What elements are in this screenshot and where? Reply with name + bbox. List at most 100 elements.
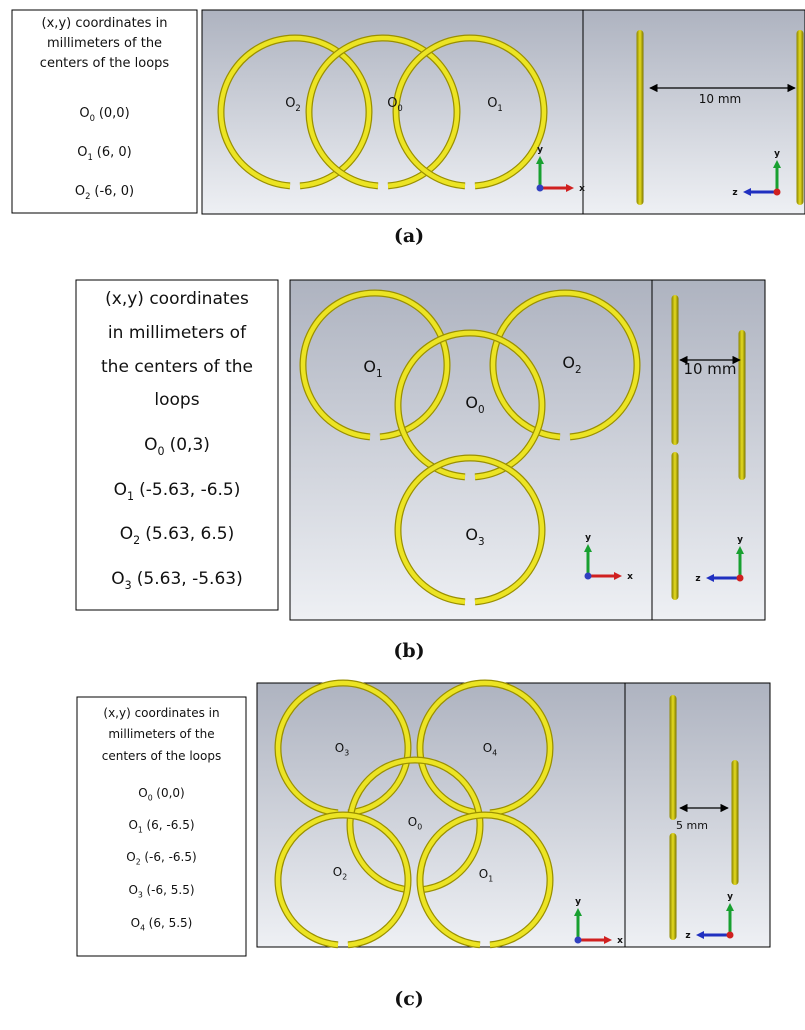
loop-label-sub: 3	[344, 749, 349, 758]
axis-label: y	[575, 897, 581, 907]
axis-label: x	[627, 572, 633, 582]
loop-label-letter: O	[387, 96, 397, 111]
panel-caption: (c)	[394, 988, 424, 1010]
legend-entry: O0(0,3)	[144, 435, 210, 458]
axis-label: y	[585, 533, 591, 543]
axis-origin	[575, 937, 582, 944]
legend-heading: (x,y) coordinates in	[103, 706, 219, 720]
loop-label-letter: O	[562, 353, 575, 372]
axis-origin	[737, 575, 744, 582]
axis-label: y	[537, 145, 543, 155]
loop-label-sub: 1	[376, 368, 383, 380]
axis-label: x	[579, 184, 585, 194]
loop-label-letter: O	[465, 393, 478, 412]
axis-label: y	[727, 892, 733, 902]
legend-entry-sub: 3	[125, 579, 132, 592]
loop-label-sub: 2	[295, 103, 300, 113]
loop-label-sub: 0	[397, 103, 402, 113]
loop-label-letter: O	[333, 865, 342, 879]
page: (x,y) coordinates in millimeters of the ce…	[0, 0, 805, 1030]
legend-entry-letter: O	[138, 786, 147, 800]
loop-side	[672, 452, 679, 600]
panel-caption: (a)	[394, 225, 424, 247]
legend-entry-sub: 0	[90, 113, 95, 123]
legend-heading: millimeters of the	[108, 727, 214, 741]
legend-entry-sub: 1	[127, 490, 134, 503]
loop-label-letter: O	[335, 741, 344, 755]
dimension-label: 10 mm	[683, 360, 736, 378]
legend-entry-letter: O	[126, 850, 135, 864]
legend-entry: O0(0,0)	[79, 106, 129, 123]
dimension-label: 10 mm	[699, 92, 741, 106]
axis-label: x	[617, 936, 623, 946]
dimension-label: 5 mm	[676, 819, 708, 832]
loop-label-sub: 1	[497, 103, 502, 113]
axis-label: z	[732, 188, 737, 198]
legend-entry: O2(-6, 0)	[75, 184, 134, 201]
legend-heading: the centers of the	[101, 357, 253, 377]
legend-entry: O1(6, 0)	[77, 145, 131, 162]
legend-heading: centers of the loops	[102, 749, 221, 763]
loop-label-letter: O	[465, 525, 478, 544]
axis-origin	[537, 185, 544, 192]
legend-entry-letter: O	[128, 818, 137, 832]
legend-coords: (6, 0)	[97, 145, 132, 160]
side-view	[652, 280, 765, 620]
side-view	[583, 10, 805, 214]
axis-origin	[585, 573, 592, 580]
loop-label-letter: O	[479, 867, 488, 881]
loop-side	[670, 833, 677, 940]
loop-side	[672, 295, 679, 445]
loop-label-sub: 0	[417, 823, 422, 832]
legend-coords: (5.63, 6.5)	[145, 524, 234, 544]
axis-origin	[774, 189, 781, 196]
legend-coords: (6, 5.5)	[149, 916, 193, 930]
legend-entry-letter: O	[114, 480, 127, 500]
legend-entry-sub: 2	[133, 534, 140, 547]
legend-entry-letter: O	[128, 883, 137, 897]
front-view	[257, 683, 625, 947]
legend-coords: (-6, 5.5)	[146, 883, 194, 897]
legend-coords: (-6, 0)	[94, 184, 134, 199]
legend-coords: (5.63, -5.63)	[137, 569, 243, 589]
legend-coords: (6, -6.5)	[146, 818, 194, 832]
loop-label-letter: O	[487, 96, 497, 111]
loop-label-letter: O	[363, 357, 376, 376]
legend-entry-letter: O	[79, 106, 89, 121]
loop-label-sub: 1	[488, 875, 493, 884]
loop-label-sub: 3	[478, 536, 485, 548]
legend-entry-letter: O	[120, 524, 133, 544]
loop-label-sub: 4	[492, 749, 497, 758]
loop-side	[637, 30, 644, 205]
legend-coords: (-5.63, -6.5)	[139, 480, 240, 500]
legend-entry-letter: O	[111, 569, 124, 589]
legend-entry-sub: 0	[157, 445, 164, 458]
legend-entry-letter: O	[75, 184, 85, 199]
legend-coords: (0,0)	[156, 786, 184, 800]
axis-label: z	[685, 931, 690, 941]
legend-coords: (0,3)	[170, 435, 210, 455]
legend-heading: centers of the loops	[40, 56, 170, 71]
loop-label-letter: O	[483, 741, 492, 755]
legend-entry-sub: 0	[148, 794, 153, 803]
axis-origin	[727, 932, 734, 939]
loop-side	[739, 330, 746, 480]
legend-entry-sub: 1	[88, 152, 93, 162]
legend-heading: loops	[154, 390, 199, 410]
legend-entry-sub: 3	[138, 891, 143, 900]
loop-label-letter: O	[285, 96, 295, 111]
legend-heading: millimeters of the	[47, 36, 162, 51]
loop-side	[732, 760, 739, 885]
axis-label: y	[774, 149, 780, 159]
loop-label-sub: 2	[575, 364, 582, 376]
legend-heading: in millimeters of	[108, 323, 247, 343]
loop-label-sub: 2	[342, 873, 347, 882]
loop-label-sub: 0	[478, 404, 485, 416]
legend-heading: (x,y) coordinates in	[42, 16, 168, 31]
figure: (x,y) coordinates in millimeters of the ce…	[0, 0, 805, 1030]
loop-label-letter: O	[408, 815, 417, 829]
legend-entry-sub: 1	[138, 826, 143, 835]
panel-caption: (b)	[393, 640, 424, 662]
axis-label: y	[737, 535, 743, 545]
axis-label: z	[695, 574, 700, 584]
